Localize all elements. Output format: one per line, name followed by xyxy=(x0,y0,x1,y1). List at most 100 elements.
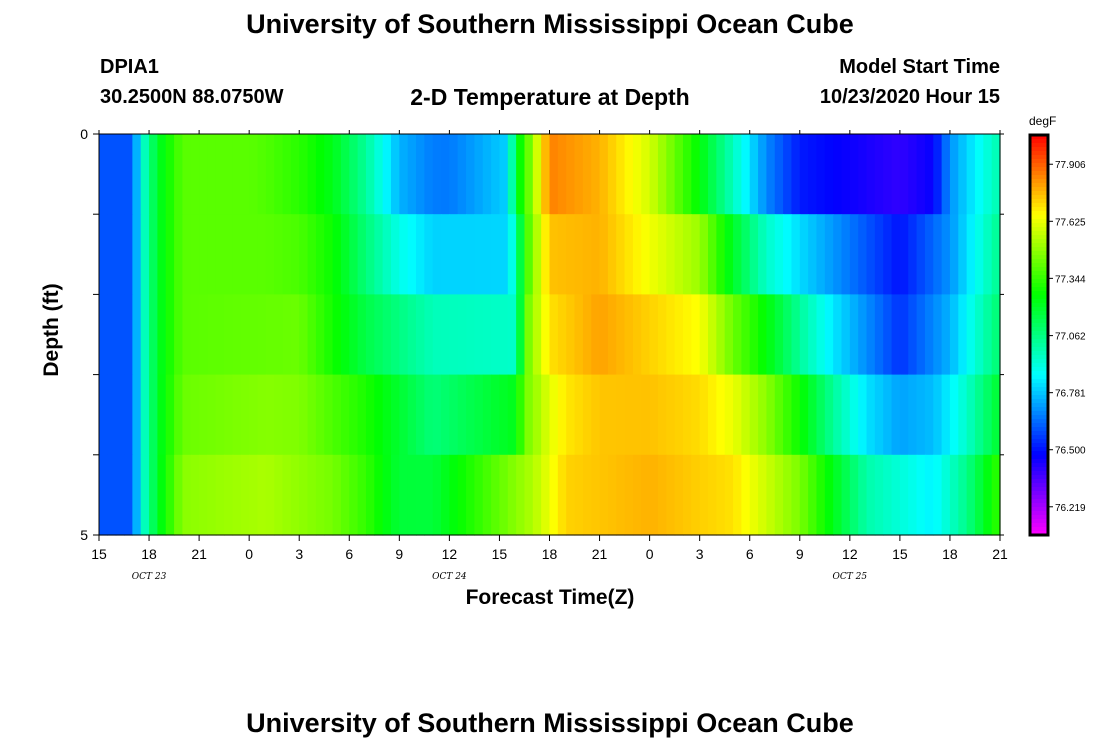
colorbar-segment xyxy=(1030,147,1048,152)
heatmap-cell xyxy=(808,374,818,456)
colorbar-segment xyxy=(1030,335,1048,340)
heatmap-cell xyxy=(557,454,567,536)
x-tick-label: 18 xyxy=(542,546,558,562)
colorbar-tick-label: 77.344 xyxy=(1055,274,1086,285)
heatmap-cell xyxy=(549,134,559,215)
heatmap-cell xyxy=(257,294,267,376)
heatmap-cell xyxy=(265,134,275,215)
main-title: University of Southern Mississippi Ocean… xyxy=(246,9,854,39)
x-tick-label: 15 xyxy=(892,546,908,562)
heatmap-cell xyxy=(115,374,125,456)
heatmap-cell xyxy=(357,294,367,376)
x-tick-label: 6 xyxy=(746,546,754,562)
heatmap-cell xyxy=(107,294,117,376)
heatmap-cell xyxy=(949,214,959,295)
heatmap-cell xyxy=(449,374,459,456)
heatmap-cell xyxy=(249,214,259,295)
heatmap-cell xyxy=(657,134,667,215)
heatmap-cell xyxy=(758,134,767,215)
heatmap-cell xyxy=(207,294,217,376)
heatmap-cell xyxy=(991,214,1001,295)
heatmap-cell xyxy=(232,294,242,376)
heatmap-cell xyxy=(858,134,868,215)
heatmap-cell xyxy=(649,454,659,536)
heatmap-cell xyxy=(224,294,234,376)
heatmap-cell xyxy=(399,374,409,456)
heatmap-cell xyxy=(99,294,108,376)
heatmap-cell xyxy=(791,294,801,376)
heatmap-cell xyxy=(390,294,400,376)
heatmap-cell xyxy=(232,214,242,295)
heatmap-cell xyxy=(516,454,526,536)
heatmap-cell xyxy=(599,134,609,215)
heatmap-cell xyxy=(849,214,859,295)
heatmap-cell xyxy=(482,294,492,376)
heatmap-cell xyxy=(115,294,125,376)
colorbar-segment xyxy=(1030,215,1048,220)
x-tick-label: 9 xyxy=(395,546,403,562)
heatmap-cell xyxy=(557,214,567,295)
heatmap-cell xyxy=(466,214,476,295)
heatmap-cell xyxy=(290,374,300,456)
heatmap-cell xyxy=(457,134,467,215)
heatmap-cell xyxy=(224,374,234,456)
heatmap-cell xyxy=(733,214,742,295)
colorbar-segment xyxy=(1030,347,1048,352)
heatmap-cell xyxy=(866,374,876,456)
heatmap-cell xyxy=(691,134,701,215)
heatmap-cell xyxy=(641,214,651,295)
heatmap-cell xyxy=(374,294,384,376)
heatmap-cell xyxy=(382,454,392,536)
heatmap-cell xyxy=(607,374,617,456)
heatmap-cell xyxy=(816,454,826,536)
heatmap-cell xyxy=(933,374,943,456)
heatmap-cell xyxy=(357,374,367,456)
heatmap-cell xyxy=(766,294,776,376)
heatmap-cell xyxy=(774,214,784,295)
heatmap-cell xyxy=(240,134,250,215)
heatmap-cell xyxy=(774,294,784,376)
colorbar-segment xyxy=(1030,343,1048,348)
heatmap-cell xyxy=(849,454,859,536)
heatmap-cell xyxy=(157,294,167,376)
colorbar-segment xyxy=(1030,223,1048,228)
colorbar-segment xyxy=(1030,179,1048,184)
heatmap-cell xyxy=(691,294,701,376)
heatmap-cell xyxy=(591,374,601,456)
heatmap-cell xyxy=(340,374,350,456)
heatmap-cell xyxy=(749,374,759,456)
heatmap-cell xyxy=(566,374,576,456)
heatmap-cell xyxy=(416,134,425,215)
heatmap-cell xyxy=(207,454,217,536)
colorbar-segment xyxy=(1030,155,1048,160)
heatmap-cell xyxy=(215,374,225,456)
heatmap-cell xyxy=(624,294,634,376)
heatmap-cell xyxy=(716,134,726,215)
heatmap-cell xyxy=(916,134,926,215)
heatmap-cell xyxy=(274,214,284,295)
heatmap-cell xyxy=(424,454,434,536)
heatmap-cell xyxy=(441,294,450,376)
heatmap-cell xyxy=(174,294,184,376)
heatmap-cell xyxy=(532,454,542,536)
colorbar-segment xyxy=(1030,439,1048,444)
heatmap-cell xyxy=(774,454,784,536)
heatmap-cell xyxy=(724,454,734,536)
heatmap-cell xyxy=(149,134,158,215)
heatmap-cell xyxy=(783,214,793,295)
heatmap-cell xyxy=(632,214,642,295)
colorbar-segment xyxy=(1030,219,1048,224)
heatmap-cell xyxy=(991,374,1001,456)
heatmap-cell xyxy=(549,454,559,536)
heatmap-cell xyxy=(541,294,551,376)
heatmap-cell xyxy=(290,134,300,215)
heatmap-cell xyxy=(282,454,292,536)
heatmap-cell xyxy=(524,454,534,536)
heatmap-cell xyxy=(390,374,400,456)
heatmap-cell xyxy=(491,454,501,536)
heatmap-cell xyxy=(591,294,601,376)
heatmap-cell xyxy=(541,214,551,295)
heatmap-cell xyxy=(449,454,459,536)
heatmap-cell xyxy=(708,214,717,295)
heatmap-cell xyxy=(424,374,434,456)
